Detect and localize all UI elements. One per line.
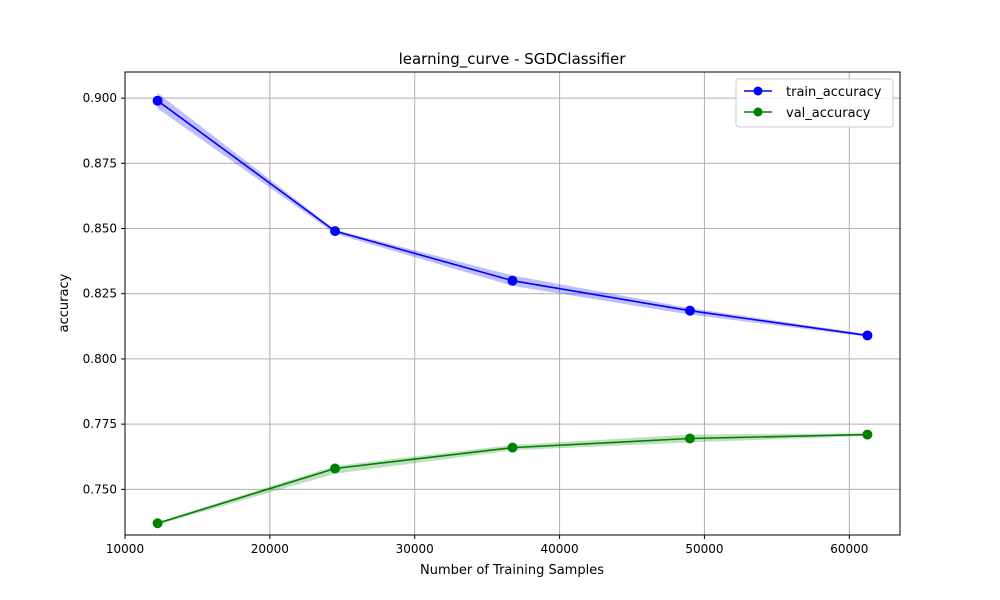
y-tick-label: 0.800: [83, 352, 117, 366]
x-tick-label: 50000: [685, 542, 723, 556]
data-point-train-accuracy: [862, 330, 873, 341]
x-tick-label: 20000: [251, 542, 289, 556]
y-tick-label: 0.750: [83, 482, 117, 496]
y-tick-label: 0.775: [83, 417, 117, 431]
y-tick-label: 0.875: [83, 156, 117, 170]
legend-label-train-accuracy: train_accuracy: [786, 85, 882, 100]
legend-box: [735, 78, 894, 128]
data-point-val-accuracy: [152, 518, 163, 529]
plot-area-frame: [124, 71, 901, 536]
y-tick-label: 0.825: [83, 287, 117, 301]
legend-label-val-accuracy: val_accuracy: [786, 106, 871, 121]
legend-marker-val-accuracy: [753, 107, 763, 117]
series-points: [152, 95, 873, 529]
x-tick-label: 40000: [540, 542, 578, 556]
data-point-val-accuracy: [330, 463, 341, 474]
data-point-val-accuracy: [862, 429, 873, 440]
data-point-val-accuracy: [507, 442, 518, 453]
x-axis-ticks: 10000 20000 30000 40000 50000 60000: [106, 535, 868, 556]
chart-title: learning_curve - SGDClassifier: [399, 50, 627, 69]
data-point-train-accuracy: [684, 305, 695, 316]
data-point-train-accuracy: [507, 275, 518, 286]
x-axis-title: Number of Training Samples: [420, 563, 604, 578]
data-point-train-accuracy: [330, 226, 341, 237]
y-tick-label: 0.900: [83, 91, 117, 105]
x-tick-label: 10000: [106, 542, 144, 556]
y-axis-title: accuracy: [57, 273, 72, 332]
x-tick-label: 60000: [830, 542, 868, 556]
plot-area-background: [125, 72, 900, 535]
y-tick-label: 0.850: [83, 222, 117, 236]
grid-lines: [124, 72, 900, 535]
y-axis-ticks: 0.750 0.775 0.800 0.825 0.850 0.875 0.900: [83, 91, 125, 496]
x-tick-label: 30000: [396, 542, 434, 556]
data-point-train-accuracy: [152, 95, 163, 106]
legend-marker-train-accuracy: [753, 86, 763, 96]
legend: train_accuracy val_accuracy: [735, 78, 894, 128]
data-point-val-accuracy: [684, 433, 695, 444]
